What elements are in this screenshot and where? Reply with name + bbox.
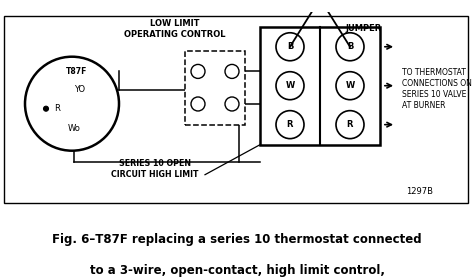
Text: 1297B: 1297B xyxy=(407,187,434,196)
Bar xyxy=(185,51,245,125)
Text: Fig. 6–T87F replacing a series 10 thermostat connected: Fig. 6–T87F replacing a series 10 thermo… xyxy=(52,234,422,246)
Text: W: W xyxy=(285,81,295,90)
Circle shape xyxy=(44,106,48,111)
Text: T87F: T87F xyxy=(66,67,88,76)
Text: LOW LIMIT
OPERATING CONTROL: LOW LIMIT OPERATING CONTROL xyxy=(124,19,226,39)
Text: R: R xyxy=(287,120,293,129)
Circle shape xyxy=(276,72,304,100)
Text: B: B xyxy=(287,42,293,51)
Circle shape xyxy=(336,33,364,61)
Circle shape xyxy=(25,57,119,151)
Text: SERIES 10 OPEN
CIRCUIT HIGH LIMIT: SERIES 10 OPEN CIRCUIT HIGH LIMIT xyxy=(111,159,199,179)
Circle shape xyxy=(225,97,239,111)
Text: R: R xyxy=(54,104,60,113)
Text: JUMPER: JUMPER xyxy=(345,24,381,33)
Circle shape xyxy=(225,64,239,78)
Circle shape xyxy=(336,72,364,100)
Text: B: B xyxy=(347,42,353,51)
Circle shape xyxy=(276,111,304,139)
Text: Wo: Wo xyxy=(68,124,81,133)
Circle shape xyxy=(191,64,205,78)
Circle shape xyxy=(276,33,304,61)
Text: W: W xyxy=(346,81,355,90)
Bar xyxy=(260,27,380,145)
Circle shape xyxy=(336,111,364,139)
Text: R: R xyxy=(347,120,353,129)
Circle shape xyxy=(191,97,205,111)
Text: YO: YO xyxy=(74,85,86,94)
Text: TO THERMOSTAT
CONNECTIONS ON
SERIES 10 VALVE
AT BURNER: TO THERMOSTAT CONNECTIONS ON SERIES 10 V… xyxy=(402,67,472,110)
Text: to a 3-wire, open-contact, high limit control,: to a 3-wire, open-contact, high limit co… xyxy=(90,264,384,277)
